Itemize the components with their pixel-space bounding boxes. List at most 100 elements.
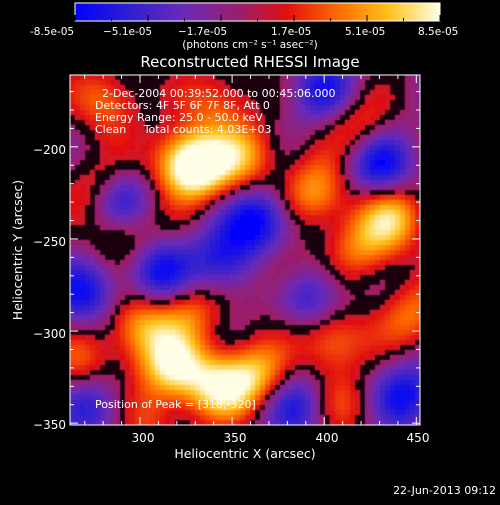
heatmap-cell bbox=[405, 255, 411, 261]
heatmap-cell bbox=[90, 270, 96, 276]
heatmap-cell bbox=[280, 250, 286, 256]
heatmap-cell bbox=[395, 180, 401, 186]
heatmap-cell bbox=[325, 100, 331, 106]
heatmap-cell bbox=[330, 345, 336, 351]
heatmap-cell bbox=[355, 145, 361, 151]
heatmap-cell bbox=[350, 125, 356, 131]
heatmap-cell bbox=[140, 325, 146, 331]
heatmap-cell bbox=[335, 80, 341, 86]
heatmap-cell bbox=[295, 400, 301, 406]
heatmap-cell bbox=[230, 355, 236, 361]
heatmap-cell bbox=[400, 255, 406, 261]
heatmap-cell bbox=[370, 325, 376, 331]
heatmap-cell bbox=[135, 310, 141, 316]
heatmap-cell bbox=[140, 335, 146, 341]
heatmap-cell bbox=[300, 265, 306, 271]
heatmap-cell bbox=[170, 225, 176, 231]
heatmap-cell bbox=[400, 275, 406, 281]
heatmap-cell bbox=[210, 385, 216, 391]
heatmap-cell bbox=[125, 150, 131, 156]
heatmap-cell bbox=[185, 260, 191, 266]
heatmap-cell bbox=[365, 125, 371, 131]
heatmap-cell bbox=[295, 185, 301, 191]
heatmap-cell bbox=[115, 360, 121, 366]
heatmap-cell bbox=[200, 360, 206, 366]
heatmap-cell bbox=[225, 185, 231, 191]
heatmap-cell bbox=[110, 345, 116, 351]
heatmap-cell bbox=[390, 275, 396, 281]
heatmap-cell bbox=[335, 195, 341, 201]
heatmap-cell bbox=[135, 370, 141, 376]
heatmap-cell bbox=[225, 150, 231, 156]
heatmap-cell bbox=[365, 385, 371, 391]
heatmap-cell bbox=[125, 295, 131, 301]
heatmap-cell bbox=[405, 180, 411, 186]
heatmap-cell bbox=[195, 325, 201, 331]
heatmap-cell bbox=[115, 385, 121, 391]
heatmap-cell bbox=[280, 410, 286, 416]
heatmap-cell bbox=[95, 205, 101, 211]
heatmap-cell bbox=[85, 385, 91, 391]
heatmap-cell bbox=[145, 210, 151, 216]
heatmap-cell bbox=[250, 160, 256, 166]
heatmap-cell bbox=[290, 155, 296, 161]
heatmap-cell bbox=[110, 265, 116, 271]
heatmap-cell bbox=[235, 310, 241, 316]
heatmap-cell bbox=[350, 360, 356, 366]
heatmap-cell bbox=[315, 230, 321, 236]
heatmap-cell bbox=[305, 270, 311, 276]
heatmap-cell bbox=[130, 225, 136, 231]
heatmap-cell bbox=[325, 380, 331, 386]
heatmap-cell bbox=[180, 175, 186, 181]
heatmap-cell bbox=[155, 180, 161, 186]
heatmap-cell bbox=[350, 175, 356, 181]
heatmap-cell bbox=[335, 120, 341, 126]
heatmap-cell bbox=[210, 240, 216, 246]
heatmap-cell bbox=[160, 335, 166, 341]
heatmap-cell bbox=[385, 230, 391, 236]
heatmap-cell bbox=[95, 415, 101, 421]
heatmap-cell bbox=[120, 345, 126, 351]
heatmap-cell bbox=[145, 180, 151, 186]
heatmap-cell bbox=[110, 360, 116, 366]
heatmap-cell bbox=[355, 345, 361, 351]
heatmap-cell bbox=[360, 255, 366, 261]
heatmap-cell bbox=[255, 325, 261, 331]
heatmap-cell bbox=[405, 260, 411, 266]
heatmap-cell bbox=[105, 320, 111, 326]
heatmap-cell bbox=[85, 405, 91, 411]
heatmap-cell bbox=[340, 270, 346, 276]
heatmap-cell bbox=[190, 355, 196, 361]
heatmap-cell bbox=[350, 260, 356, 266]
heatmap-cell bbox=[355, 150, 361, 156]
heatmap-cell bbox=[300, 190, 306, 196]
heatmap-cell bbox=[245, 345, 251, 351]
heatmap-cell bbox=[395, 405, 401, 411]
heatmap-cell bbox=[205, 275, 211, 281]
heatmap-cell bbox=[195, 390, 201, 396]
heatmap-cell bbox=[80, 275, 86, 281]
heatmap-cell bbox=[315, 235, 321, 241]
heatmap-cell bbox=[395, 85, 401, 91]
heatmap-cell bbox=[380, 200, 386, 206]
heatmap-cell bbox=[170, 220, 176, 226]
heatmap-cell bbox=[405, 130, 411, 136]
heatmap-cell bbox=[370, 170, 376, 176]
heatmap-cell bbox=[210, 360, 216, 366]
heatmap-cell bbox=[355, 170, 361, 176]
heatmap-cell bbox=[130, 270, 136, 276]
heatmap-cell bbox=[300, 250, 306, 256]
heatmap-cell bbox=[135, 250, 141, 256]
heatmap-cell bbox=[290, 310, 296, 316]
heatmap-cell bbox=[325, 135, 331, 141]
heatmap-cell bbox=[285, 305, 291, 311]
heatmap-cell bbox=[195, 355, 201, 361]
heatmap-cell bbox=[340, 120, 346, 126]
heatmap-cell bbox=[90, 220, 96, 226]
heatmap-cell bbox=[285, 385, 291, 391]
heatmap-cell bbox=[350, 380, 356, 386]
heatmap-cell bbox=[95, 180, 101, 186]
heatmap-cell bbox=[325, 175, 331, 181]
heatmap-cell bbox=[395, 340, 401, 346]
heatmap-cell bbox=[75, 80, 81, 86]
